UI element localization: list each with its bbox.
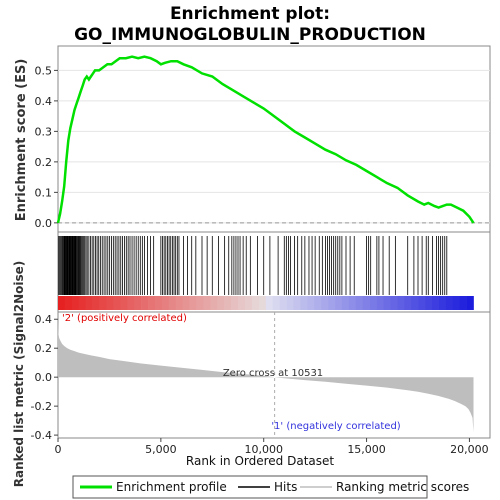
zero-cross-label: Zero cross at 10531 (223, 368, 323, 379)
colorbar-segment (210, 296, 218, 310)
x-tick-label: 0 (55, 443, 62, 456)
colorbar-segment (466, 296, 474, 310)
colorbar-segment (58, 296, 66, 310)
colorbar-segment (459, 296, 467, 310)
colorbar-segment (383, 296, 391, 310)
colorbar-segment (321, 296, 329, 310)
colorbar-segment (376, 296, 384, 310)
colorbar-segment (272, 296, 280, 310)
legend-hits-label: Hits (274, 480, 297, 494)
colorbar-segment (355, 296, 364, 310)
es-ytick-label: 0.4 (35, 95, 53, 108)
ranked-ytick-label: 0.4 (35, 313, 53, 326)
colorbar-segment (404, 296, 412, 310)
x-tick-label: 10,000 (244, 443, 283, 456)
colorbar-segment (390, 296, 398, 310)
chart-title-line2: GO_IMMUNOGLOBULIN_PRODUCTION (74, 25, 426, 45)
colorbar-segment (168, 296, 177, 310)
ranked-ytick-label: 0.2 (35, 342, 53, 355)
legend-ranking-label: Ranking metric scores (336, 480, 469, 494)
colorbar-segment (113, 296, 121, 310)
es-ylabel: Enrichment score (ES) (14, 59, 29, 222)
ranked-list-panel: 0.4 0.2 0.0 -0.2 -0.4 '2' (positively correl… (31, 311, 491, 442)
colorbar-segment (445, 296, 454, 310)
x-axis-label: Rank in Ordered Dataset (186, 454, 334, 468)
es-ytick-label: 0.5 (35, 64, 53, 77)
colorbar-segment (244, 296, 253, 310)
colorbar-segment (431, 296, 440, 310)
colorbar-segment (85, 296, 93, 310)
colorbar-segment (362, 296, 370, 310)
rank-colorbar (58, 296, 474, 310)
colorbar-segment (141, 296, 149, 310)
colorbar-segment (217, 296, 225, 310)
hits-panel (57, 231, 491, 313)
colorbar-segment (99, 296, 107, 310)
colorbar-segment (348, 296, 357, 310)
colorbar-segment (279, 296, 287, 310)
colorbar-segment (203, 296, 211, 310)
colorbar-segment (328, 296, 336, 310)
x-tick-label: 5,000 (145, 443, 177, 456)
colorbar-segment (251, 296, 260, 310)
es-panel: 0.0 0.1 0.2 0.3 0.4 0.5 (35, 45, 491, 233)
colorbar-segment (335, 296, 343, 310)
colorbar-segment (300, 296, 308, 310)
colorbar-segment (196, 296, 204, 310)
positive-correlation-label: '2' (positively correlated) (62, 313, 187, 324)
colorbar-segment (182, 296, 190, 310)
colorbar-segment (161, 296, 170, 310)
es-ytick-label: 0.2 (35, 156, 53, 169)
x-tick-label: 20,000 (450, 443, 489, 456)
colorbar-segment (148, 296, 156, 310)
ranked-ytick-label: -0.2 (31, 400, 52, 413)
colorbar-segment (78, 296, 87, 310)
colorbar-segment (154, 296, 163, 310)
x-tick-label: 15,000 (347, 443, 386, 456)
ranked-ytick-label: 0.0 (35, 371, 53, 384)
colorbar-segment (175, 296, 183, 310)
colorbar-segment (106, 296, 114, 310)
ranked-ytick-label: -0.4 (31, 429, 52, 442)
enrichment-profile-line (56, 55, 475, 224)
colorbar-segment (231, 296, 239, 310)
colorbar-segment (397, 296, 405, 310)
colorbar-segment (238, 296, 246, 310)
colorbar-segment (189, 296, 197, 310)
es-ytick-label: 0.3 (35, 125, 53, 138)
es-ytick-label: 0.0 (35, 217, 53, 230)
colorbar-segment (314, 296, 322, 310)
colorbar-segment (258, 296, 267, 310)
colorbar-segment (224, 296, 232, 310)
legend-enrichment-label: Enrichment profile (116, 480, 227, 494)
colorbar-segment (127, 296, 135, 310)
ranked-ylabel: Ranked list metric (Signal2Noise) (12, 261, 26, 488)
colorbar-segment (64, 296, 73, 310)
colorbar-segment (438, 296, 447, 310)
colorbar-segment (425, 296, 433, 310)
colorbar-segment (92, 296, 100, 310)
colorbar-segment (418, 296, 426, 310)
negative-correlation-label: '1' (negatively correlated) (271, 421, 400, 432)
colorbar-segment (307, 296, 315, 310)
ranking-metric-area (58, 317, 474, 433)
colorbar-segment (452, 296, 460, 310)
colorbar-segment (286, 296, 294, 310)
colorbar-segment (120, 296, 128, 310)
legend: Enrichment profile Hits Ranking metric s… (72, 475, 469, 499)
colorbar-segment (134, 296, 142, 310)
colorbar-segment (293, 296, 301, 310)
colorbar-segment (341, 296, 350, 310)
colorbar-segment (411, 296, 419, 310)
colorbar-segment (265, 296, 273, 310)
colorbar-segment (369, 296, 377, 310)
es-ytick-label: 0.1 (35, 186, 53, 199)
chart-title-line1: Enrichment plot: (170, 4, 330, 24)
colorbar-segment (71, 296, 80, 310)
